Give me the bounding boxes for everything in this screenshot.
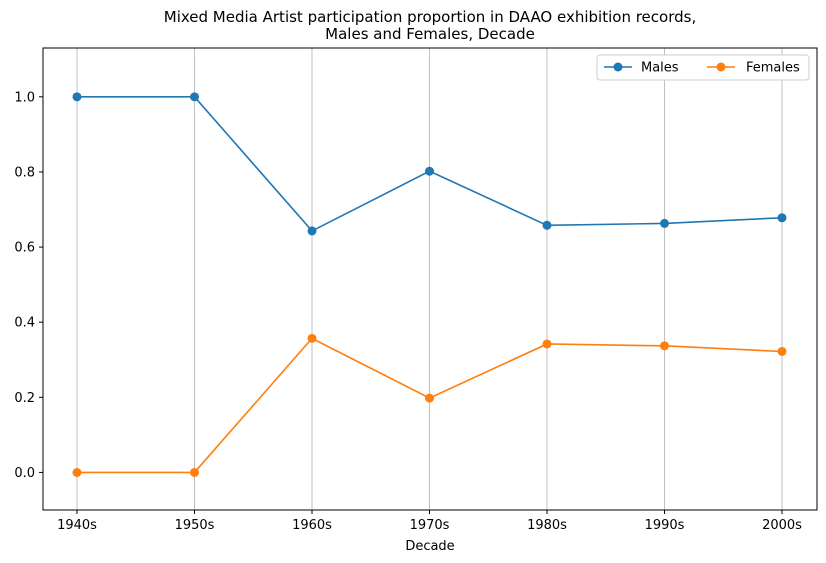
data-point-females: [425, 393, 434, 403]
data-point-males: [190, 92, 199, 102]
legend-label-males: Males: [641, 61, 679, 76]
data-point-females: [307, 333, 317, 343]
data-point-females: [190, 467, 199, 477]
legend-marker-females: [716, 62, 726, 72]
x-tick-label: 1950s: [175, 518, 215, 533]
legend-marker-males: [613, 62, 623, 72]
data-point-females: [72, 467, 82, 477]
y-tick-label: 0.2: [14, 391, 35, 406]
data-point-males: [425, 166, 434, 176]
grid-layer: [76, 48, 783, 510]
data-point-males: [777, 213, 787, 223]
data-point-males: [72, 92, 82, 102]
data-point-females: [542, 339, 552, 349]
y-tick-label: 0.8: [14, 165, 35, 180]
legend-frame: [596, 54, 810, 81]
x-tick-label: 2000s: [762, 518, 802, 533]
x-tick-label: 1980s: [527, 518, 567, 533]
plot-area-frame: [42, 47, 818, 511]
legend-label-females: Females: [746, 61, 800, 76]
data-point-females: [660, 341, 669, 351]
data-point-males: [307, 226, 317, 236]
legend: Males Females: [596, 54, 810, 81]
tick-layer: 1940s 1950s 1960s 1970s 1980s 1990s 2000s 0.0 0.…: [14, 90, 802, 533]
x-tick-label: 1940s: [57, 518, 97, 533]
y-tick-label: 0.4: [14, 316, 35, 331]
data-point-males: [660, 218, 669, 228]
data-point-males: [542, 220, 552, 230]
chart-title-line1: Mixed Media Artist participation proport…: [164, 8, 696, 26]
y-tick-label: 1.0: [14, 90, 35, 105]
series-layer: [72, 92, 787, 477]
y-tick-label: 0.0: [14, 466, 35, 481]
y-tick-label: 0.6: [14, 241, 35, 256]
x-axis-label: Decade: [405, 539, 454, 554]
data-point-females: [777, 346, 787, 356]
x-tick-label: 1960s: [292, 518, 332, 533]
x-tick-label: 1970s: [410, 518, 450, 533]
chart-title-line2: Males and Females, Decade: [325, 25, 535, 43]
x-tick-label: 1990s: [645, 518, 685, 533]
